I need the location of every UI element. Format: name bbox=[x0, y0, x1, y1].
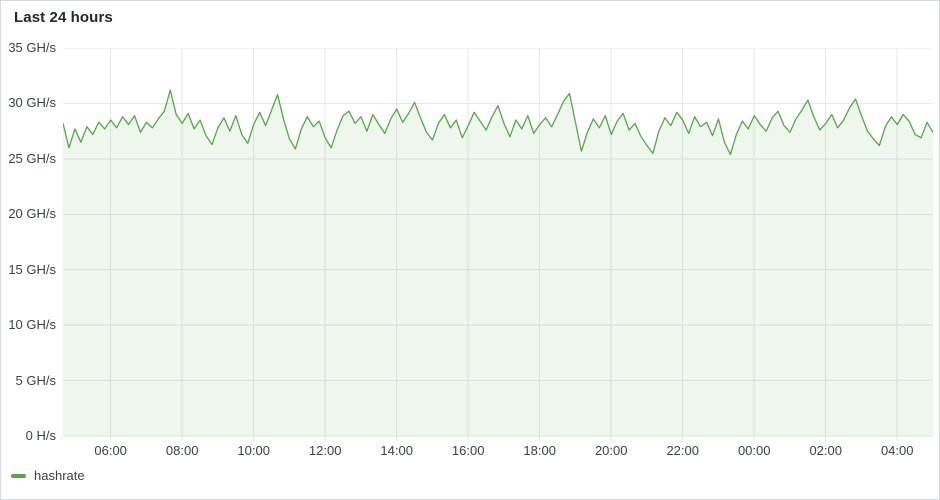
hashrate-area-fill bbox=[63, 90, 933, 436]
x-axis-tick-label: 10:00 bbox=[237, 443, 270, 458]
legend-item-hashrate[interactable]: hashrate bbox=[11, 468, 85, 483]
y-axis-tick-label: 30 GH/s bbox=[8, 95, 56, 111]
panel-title: Last 24 hours bbox=[14, 9, 113, 26]
hashrate-line bbox=[63, 89, 933, 156]
y-axis-tick-label: 20 GH/s bbox=[8, 206, 56, 222]
x-axis-tick-label: 16:00 bbox=[451, 443, 485, 458]
chart-canvas[interactable] bbox=[63, 48, 933, 441]
x-axis-tick-label: 20:00 bbox=[594, 443, 628, 458]
x-axis-tick-label: 00:00 bbox=[737, 443, 771, 458]
x-axis-tick-label: 02:00 bbox=[809, 443, 842, 458]
y-axis-tick-label: 15 GH/s bbox=[8, 261, 56, 277]
x-axis-tick-label: 08:00 bbox=[165, 443, 199, 458]
x-axis-tick-label: 14:00 bbox=[380, 443, 413, 458]
x-axis-tick-label: 12:00 bbox=[308, 443, 342, 458]
series-color-swatch-icon bbox=[11, 473, 26, 478]
y-axis-tick-label: 10 GH/s bbox=[8, 317, 56, 333]
legend-label: hashrate bbox=[34, 468, 85, 483]
y-axis-tick-label: 5 GH/s bbox=[15, 372, 56, 388]
y-axis-tick-label: 25 GH/s bbox=[8, 150, 56, 166]
x-axis-tick-label: 04:00 bbox=[880, 443, 914, 458]
y-axis-tick-label: 0 H/s bbox=[25, 428, 56, 443]
y-axis-tick-label: 35 GH/s bbox=[8, 40, 56, 55]
x-axis-tick-label: 06:00 bbox=[94, 443, 127, 458]
x-axis-tick-label: 18:00 bbox=[523, 443, 556, 458]
legend: hashrate bbox=[11, 468, 85, 483]
x-axis-tick-label: 22:00 bbox=[666, 443, 699, 458]
